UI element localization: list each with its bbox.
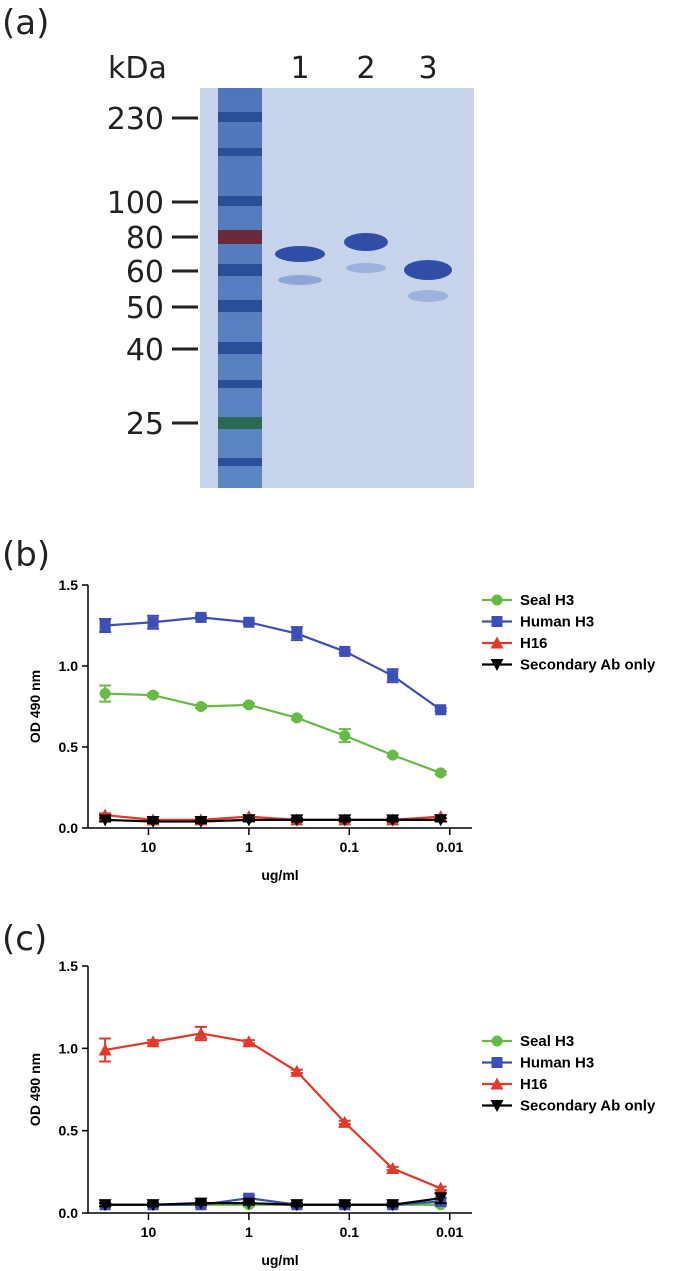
marker: [338, 814, 352, 827]
marker: [242, 814, 256, 827]
y-tick-label: 0.0: [59, 1205, 79, 1221]
legend-marker: [491, 616, 503, 627]
marker-label: 50: [126, 291, 164, 326]
y-tick-label: 0.5: [59, 739, 79, 755]
series-line: [105, 692, 442, 774]
x-tick-label: 0.1: [340, 839, 360, 855]
series-line: [105, 818, 441, 823]
legend-label: Seal H3: [520, 1033, 574, 1050]
marker: [194, 1197, 208, 1210]
marker: [387, 749, 399, 761]
y-tick-label: 1.0: [59, 1040, 79, 1056]
panel-label: (b): [2, 535, 50, 575]
x-tick-label: 0.1: [340, 1224, 360, 1240]
sample-bands: [275, 233, 452, 302]
lane-label: 3: [418, 51, 437, 86]
legend-label: H16: [520, 635, 548, 652]
marker: [434, 1181, 448, 1194]
legend-label: Secondary Ab only: [520, 1098, 656, 1115]
legend-label: Human H3: [520, 614, 594, 631]
unit-label: kDa: [108, 51, 167, 86]
marker: [338, 1199, 352, 1212]
marker-label: 80: [126, 221, 164, 256]
marker: [99, 688, 111, 700]
marker: [291, 712, 303, 724]
marker: [242, 1197, 256, 1210]
marker: [434, 814, 448, 827]
legend-label: Seal H3: [520, 592, 574, 609]
x-tick-label: 0.01: [436, 1224, 463, 1240]
marker: [194, 816, 208, 829]
series-line: [104, 1032, 442, 1190]
x-tick-label: 0.01: [436, 839, 463, 855]
legend-marker: [490, 636, 504, 649]
legend-label: Human H3: [520, 1055, 594, 1072]
marker: [386, 814, 400, 827]
y-tick-label: 1.5: [59, 577, 79, 593]
y-axis-label: OD 490 nm: [27, 670, 43, 743]
marker-label: 100: [107, 186, 164, 221]
marker: [98, 814, 112, 827]
marker: [242, 1035, 256, 1048]
series-line: [105, 616, 442, 711]
legend-marker: [490, 659, 504, 671]
marker: [146, 1199, 160, 1212]
legend-marker: [491, 1035, 503, 1047]
x-tick-label: 1: [245, 839, 253, 855]
y-tick-label: 1.0: [59, 658, 79, 674]
marker: [435, 704, 447, 716]
marker: [147, 689, 159, 701]
marker: [338, 1115, 352, 1128]
legend-label: Secondary Ab only: [520, 657, 656, 674]
marker-label: 25: [126, 407, 164, 442]
marker: [387, 670, 399, 682]
marker: [291, 628, 303, 640]
marker: [147, 616, 159, 628]
marker: [434, 1192, 448, 1205]
marker: [290, 814, 304, 827]
marker: [290, 1199, 304, 1212]
y-tick-label: 0.0: [59, 820, 79, 836]
marker-label: 230: [107, 102, 164, 137]
lane-label: 2: [356, 51, 375, 86]
marker: [290, 1064, 304, 1077]
marker-label: 40: [126, 333, 164, 368]
marker: [195, 701, 207, 712]
ladder-bands: [218, 112, 262, 466]
legend-marker: [490, 1100, 504, 1112]
marker: [386, 1162, 400, 1175]
marker: [146, 1035, 160, 1048]
panel-label: (c): [2, 919, 47, 959]
lane-label: 1: [290, 51, 309, 86]
legend-marker: [491, 594, 503, 606]
x-tick-label: 1: [245, 1224, 253, 1240]
panel-label: (a): [2, 3, 49, 43]
x-tick-label: 10: [141, 1224, 157, 1240]
y-tick-label: 0.5: [59, 1123, 79, 1139]
marker: [243, 616, 255, 628]
legend-marker: [490, 1077, 504, 1090]
marker: [99, 620, 111, 631]
marker: [195, 611, 207, 623]
marker: [339, 730, 351, 742]
marker: [435, 767, 447, 779]
marker-label: 60: [126, 255, 164, 290]
series-line: [105, 1197, 441, 1206]
marker: [98, 1043, 112, 1056]
marker: [243, 699, 255, 711]
y-tick-label: 1.5: [59, 958, 79, 974]
marker: [194, 1027, 208, 1040]
legend-marker: [491, 1057, 503, 1068]
marker: [339, 645, 351, 657]
marker: [146, 816, 160, 829]
x-axis-label: ug/ml: [261, 867, 298, 883]
x-axis-label: ug/ml: [261, 1252, 298, 1268]
legend-label: H16: [520, 1076, 548, 1093]
x-tick-label: 10: [141, 839, 157, 855]
y-axis-label: OD 490 nm: [27, 1053, 43, 1126]
marker: [386, 1199, 400, 1212]
marker: [98, 1199, 112, 1212]
